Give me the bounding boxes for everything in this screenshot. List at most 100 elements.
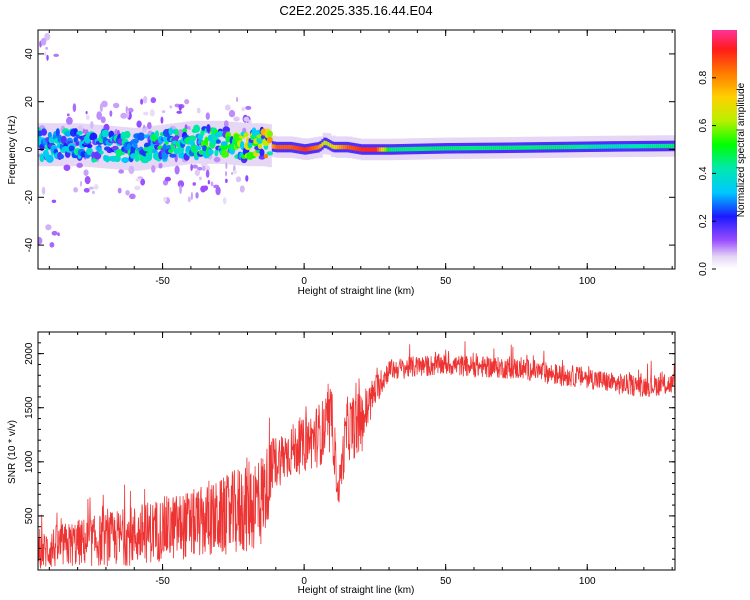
spectrogram-cell [168, 127, 174, 136]
spectrogram-cell [376, 147, 380, 152]
spectrogram-cell [620, 144, 623, 149]
spectrogram-speckle [63, 164, 71, 171]
spectrogram-x-axis-label: Height of straight line (km) [298, 286, 415, 297]
spectrogram-y-ticks: -40 -20 0 20 40 [24, 48, 675, 252]
spectrogram-cell [378, 147, 382, 152]
spectrogram-cell [547, 145, 550, 150]
spectrogram-speckle [99, 103, 103, 113]
spectrogram-cell [561, 144, 564, 150]
spectrogram-cell [283, 144, 287, 150]
spectrogram-cell [60, 135, 67, 145]
spectrogram-speckle [90, 121, 94, 130]
spectrogram-speckle [125, 189, 130, 196]
snr-y-ticks: 500 1000 1500 2000 [24, 342, 675, 560]
spectrogram-cell [394, 147, 397, 152]
spectrogram-cell [622, 144, 625, 149]
spectrogram-cell [543, 145, 546, 150]
spectrogram-cell [420, 146, 423, 151]
spectrogram-cell [281, 144, 285, 150]
spectrogram-cell [573, 144, 576, 150]
spectrogram-speckle [174, 165, 180, 175]
spectrogram-cell [610, 144, 613, 149]
spectrogram-speckle [248, 119, 252, 124]
colorbar-ticks: 0.0 0.2 0.4 0.6 0.8 [698, 70, 716, 276]
spectrogram-cell [668, 143, 671, 149]
spectrogram-speckle [194, 169, 200, 177]
spectrogram-speckle [150, 97, 157, 104]
spectrogram-cell [392, 147, 396, 152]
spectrogram-cell [404, 147, 407, 152]
spectrogram-cell [499, 145, 503, 150]
spectrogram-cell [259, 148, 265, 157]
spectrogram-cell [654, 143, 657, 149]
spectrogram-cell [349, 145, 352, 150]
spectrogram-cell [650, 143, 653, 149]
spectrogram-speckle [205, 169, 210, 178]
spectrogram-cell [99, 150, 104, 155]
spectrogram-cell [299, 146, 302, 151]
spectrogram-cell [101, 129, 110, 138]
spectrogram-cell [177, 146, 185, 153]
spectrogram-speckle [187, 196, 191, 203]
spectrogram-speckle [177, 180, 185, 188]
colorbar-gradient [712, 30, 737, 269]
spectrogram-cell [123, 130, 131, 139]
spectrogram-cell [145, 152, 153, 162]
spectrogram-speckle [113, 102, 120, 109]
spectrogram-cell [592, 144, 596, 149]
x-tick-label: -50 [155, 276, 170, 287]
spectrogram-cell [485, 145, 489, 151]
spectrogram-cell [450, 146, 453, 151]
spectrogram-cell [577, 144, 580, 150]
spectrogram-speckle [179, 185, 182, 194]
spectrogram-cell [279, 144, 283, 150]
spectrogram-cell [646, 143, 649, 149]
spectrogram-cell [285, 144, 288, 150]
x-tick-label: 50 [440, 276, 452, 287]
spectrogram-speckle [225, 162, 228, 170]
spectrogram-y-axis-label: Frequency (Hz) [7, 116, 18, 185]
spectrogram-speckle [235, 96, 239, 103]
spectrogram-cell [396, 147, 399, 152]
snr-x-ticks: -50 0 50 100 [48, 332, 673, 587]
spectrogram-speckle [143, 124, 146, 130]
spectrogram-cell [337, 144, 340, 150]
spectrogram-speckle [190, 192, 193, 201]
spectrogram-cell [565, 144, 568, 150]
spectrogram-speckle [190, 163, 193, 172]
spectrogram-cell [662, 143, 665, 149]
spectrogram-cell [624, 144, 627, 149]
spectrogram-cell [214, 149, 219, 157]
spectrogram-cell [472, 145, 475, 151]
spectrogram-speckle [205, 165, 211, 172]
spectrogram-cell [55, 128, 60, 137]
spectrogram-cell [207, 149, 214, 156]
spectrogram-speckle [91, 190, 95, 195]
spectrogram-x-ticks: -50 0 50 100 [48, 30, 673, 287]
spectrogram-cell [335, 144, 338, 150]
spectrogram-speckle [126, 109, 130, 118]
spectrogram-cell [497, 145, 501, 151]
spectrogram-speckle [40, 37, 47, 46]
spectrogram-cell [628, 144, 631, 149]
spectrogram-cell [370, 147, 374, 152]
spectrogram-cell [527, 145, 530, 150]
spectrogram-cell [666, 143, 669, 149]
spectrogram-cell [515, 145, 518, 150]
spectrogram-cell [470, 145, 473, 151]
spectrogram-cell [289, 144, 292, 150]
spectrogram-cell [408, 146, 411, 152]
spectrogram-cell [293, 145, 296, 150]
spectrogram-speckle [57, 232, 60, 237]
spectrogram-cell [481, 145, 485, 151]
spectrogram-speckle [134, 185, 141, 191]
spectrogram-cell [188, 135, 197, 142]
spectrogram-cell [313, 145, 316, 151]
spectrogram-cell [539, 145, 542, 150]
spectrogram-cell [604, 144, 608, 149]
spectrogram-speckle [210, 181, 214, 187]
spectrogram-cell [658, 143, 661, 149]
spectrogram-speckle [200, 162, 208, 168]
spectrogram-cell [551, 145, 554, 150]
spectrogram-cell [473, 145, 477, 151]
